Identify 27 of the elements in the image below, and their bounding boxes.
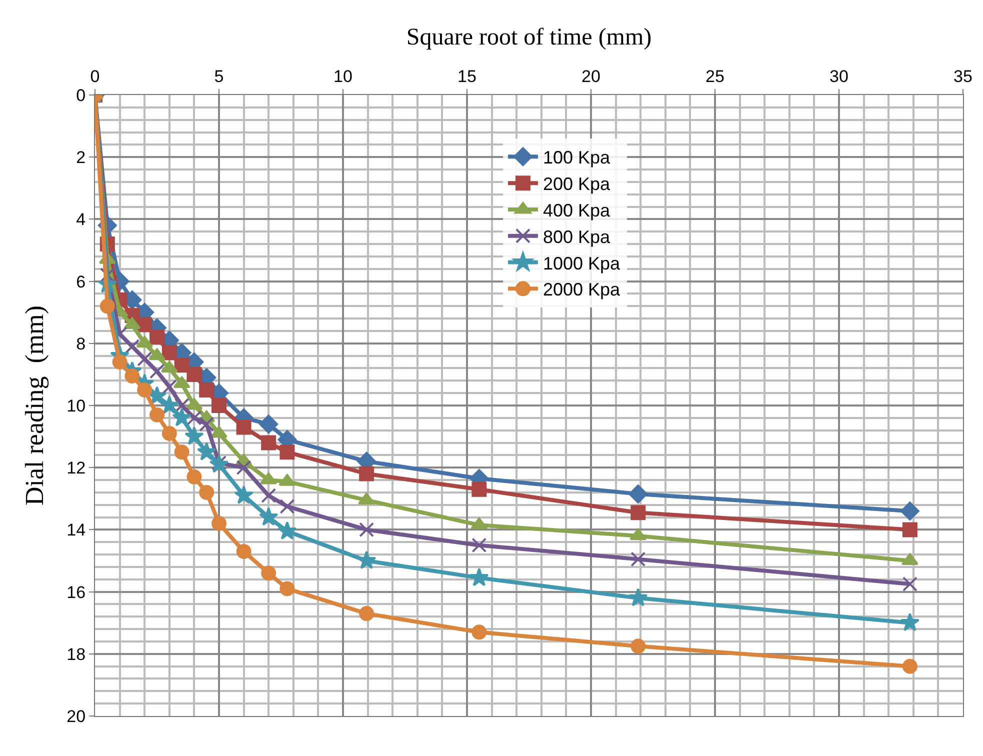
y-axis-title: Dial reading (mm) [20, 306, 50, 506]
y-tick-label: 0 [76, 86, 86, 105]
legend-label: 1000 Kpa [542, 253, 622, 274]
legend-label: 800 Kpa [542, 226, 612, 247]
legend-label: 200 Kpa [542, 174, 612, 194]
y-tick-label: 14 [66, 520, 86, 540]
y-tick-label: 8 [76, 334, 86, 354]
y-tick-label: 16 [66, 582, 86, 602]
y-tick-label: 20 [66, 706, 86, 726]
x-tick-label: 5 [214, 67, 224, 86]
x-tick-label: 0 [90, 67, 100, 86]
y-tick-label: 12 [66, 458, 86, 478]
x-axis-title: Square root of time (mm) [406, 24, 652, 50]
x-tick-label: 35 [954, 67, 972, 86]
y-tick-label: 18 [66, 644, 86, 664]
y-tick-label: 4 [76, 210, 86, 230]
y-tick-label: 2 [76, 148, 86, 168]
y-tick-label: 10 [66, 396, 86, 416]
x-tick-label: 30 [830, 67, 848, 86]
legend-label: 400 Kpa [542, 200, 612, 220]
x-tick-label: 20 [582, 67, 600, 86]
legend-label: 2000 Kpa [542, 280, 622, 300]
x-tick-label: 15 [458, 67, 476, 86]
y-tick-label: 6 [76, 272, 86, 292]
x-tick-label: 10 [334, 67, 352, 86]
x-tick-label: 25 [706, 67, 724, 86]
legend-label: 100 Kpa [542, 148, 612, 168]
